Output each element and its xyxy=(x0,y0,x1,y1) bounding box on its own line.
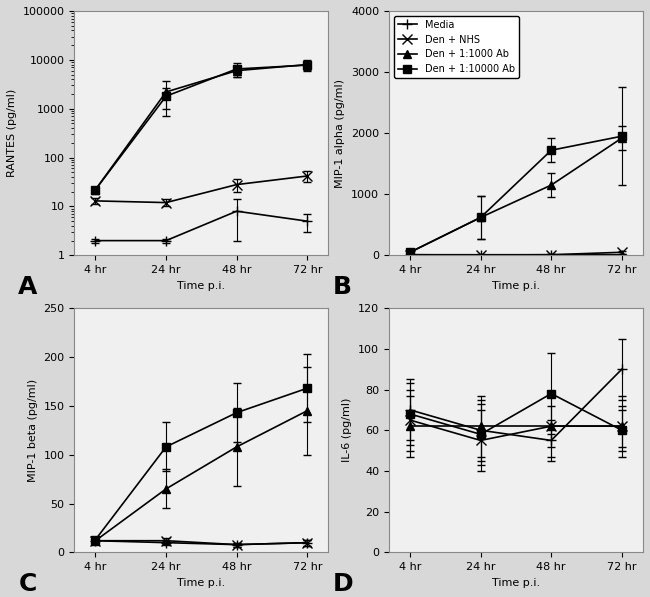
Text: B: B xyxy=(333,275,352,299)
Legend: Media, Den + NHS, Den + 1:1000 Ab, Den + 1:10000 Ab: Media, Den + NHS, Den + 1:1000 Ab, Den +… xyxy=(394,16,519,78)
X-axis label: Time p.i.: Time p.i. xyxy=(177,578,226,587)
X-axis label: Time p.i.: Time p.i. xyxy=(492,578,540,587)
Y-axis label: MIP-1 beta (pg/ml): MIP-1 beta (pg/ml) xyxy=(28,378,38,482)
Y-axis label: IL-6 (pg/ml): IL-6 (pg/ml) xyxy=(343,398,352,463)
X-axis label: Time p.i.: Time p.i. xyxy=(492,281,540,291)
X-axis label: Time p.i.: Time p.i. xyxy=(177,281,226,291)
Text: D: D xyxy=(333,573,354,596)
Text: C: C xyxy=(18,573,36,596)
Text: A: A xyxy=(18,275,38,299)
Y-axis label: MIP-1 alpha (pg/ml): MIP-1 alpha (pg/ml) xyxy=(335,79,345,187)
Y-axis label: RANTES (pg/ml): RANTES (pg/ml) xyxy=(7,89,17,177)
